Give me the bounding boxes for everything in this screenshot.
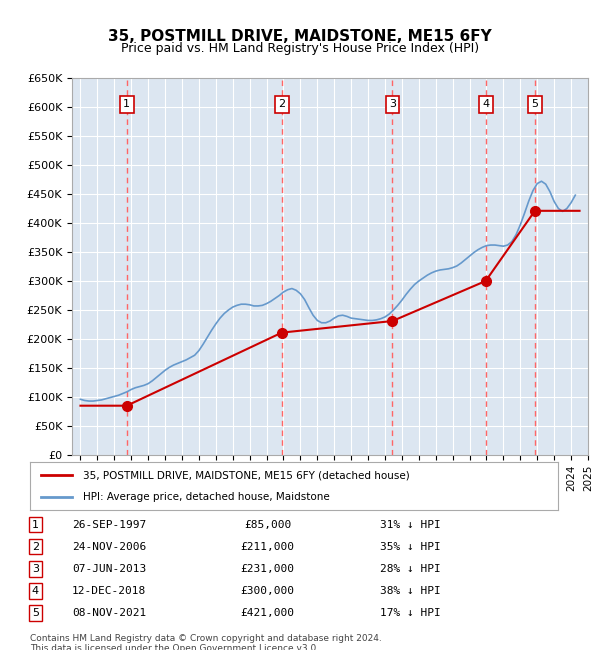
Text: 38% ↓ HPI: 38% ↓ HPI (380, 586, 440, 596)
Text: 08-NOV-2021: 08-NOV-2021 (72, 608, 146, 618)
Text: 1: 1 (124, 99, 130, 109)
Text: 35% ↓ HPI: 35% ↓ HPI (380, 541, 440, 552)
Text: £211,000: £211,000 (241, 541, 295, 552)
Text: £300,000: £300,000 (241, 586, 295, 596)
Text: 28% ↓ HPI: 28% ↓ HPI (380, 564, 440, 574)
Text: £85,000: £85,000 (244, 519, 291, 530)
Text: 26-SEP-1997: 26-SEP-1997 (72, 519, 146, 530)
Text: Price paid vs. HM Land Registry's House Price Index (HPI): Price paid vs. HM Land Registry's House … (121, 42, 479, 55)
Text: Contains HM Land Registry data © Crown copyright and database right 2024.
This d: Contains HM Land Registry data © Crown c… (30, 634, 382, 650)
Text: £421,000: £421,000 (241, 608, 295, 618)
Text: 17% ↓ HPI: 17% ↓ HPI (380, 608, 440, 618)
Text: £231,000: £231,000 (241, 564, 295, 574)
Text: 2: 2 (32, 541, 39, 552)
Text: 4: 4 (482, 99, 489, 109)
Text: 5: 5 (532, 99, 538, 109)
Text: 2: 2 (278, 99, 286, 109)
Text: 3: 3 (389, 99, 396, 109)
Text: 35, POSTMILL DRIVE, MAIDSTONE, ME15 6FY (detached house): 35, POSTMILL DRIVE, MAIDSTONE, ME15 6FY … (83, 470, 410, 480)
Text: 3: 3 (32, 564, 39, 574)
Text: HPI: Average price, detached house, Maidstone: HPI: Average price, detached house, Maid… (83, 491, 329, 502)
Text: 4: 4 (32, 586, 39, 596)
Text: 07-JUN-2013: 07-JUN-2013 (72, 564, 146, 574)
Text: 31% ↓ HPI: 31% ↓ HPI (380, 519, 440, 530)
Text: 1: 1 (32, 519, 39, 530)
Text: 5: 5 (32, 608, 39, 618)
Text: 12-DEC-2018: 12-DEC-2018 (72, 586, 146, 596)
Text: 24-NOV-2006: 24-NOV-2006 (72, 541, 146, 552)
Text: 35, POSTMILL DRIVE, MAIDSTONE, ME15 6FY: 35, POSTMILL DRIVE, MAIDSTONE, ME15 6FY (108, 29, 492, 44)
